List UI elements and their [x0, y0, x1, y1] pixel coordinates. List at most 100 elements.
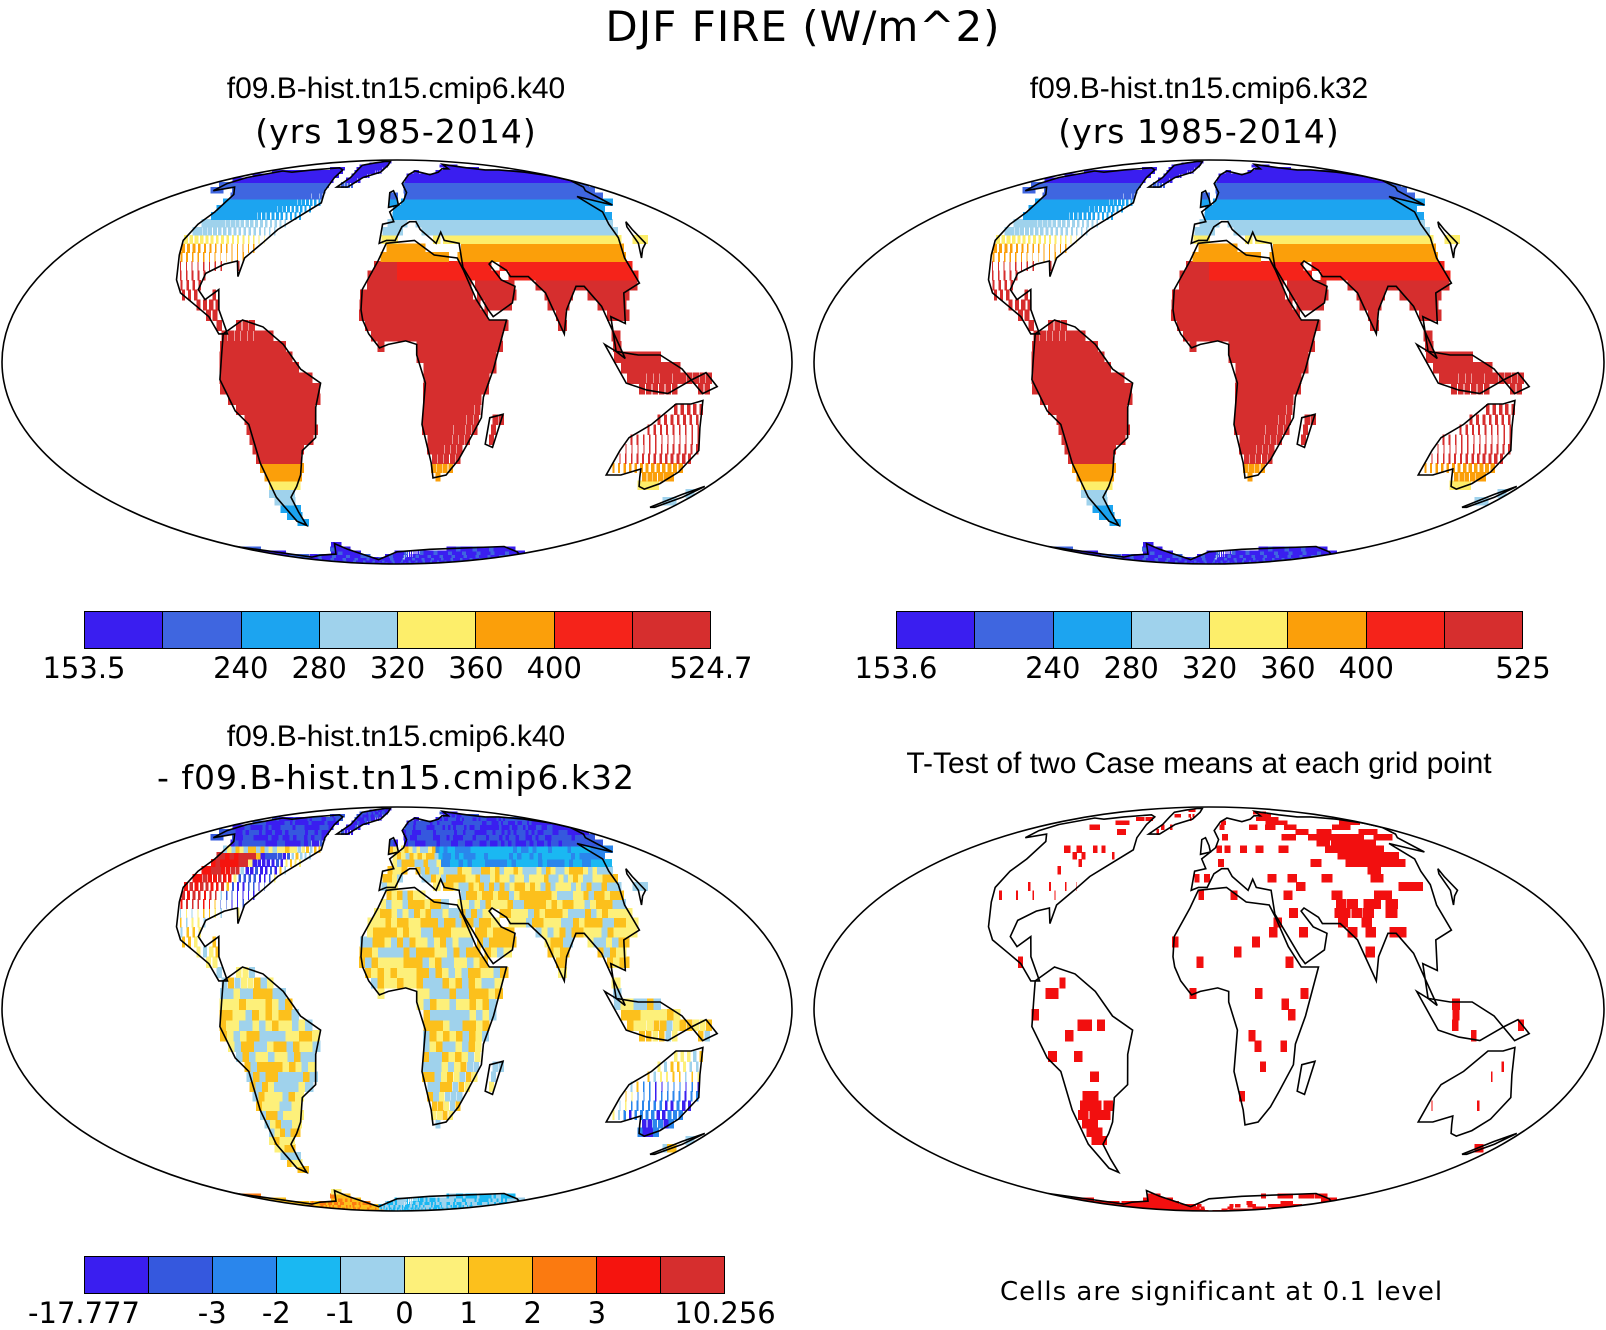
grid-cell: [1244, 211, 1252, 220]
grid-cell: [475, 226, 485, 236]
grid-cell: [633, 351, 642, 363]
grid-cell: [1240, 198, 1248, 206]
grid-cell: [1238, 226, 1246, 236]
grid-cell: [1233, 226, 1241, 236]
grid-cell: [1089, 463, 1100, 473]
grid-cell: [520, 270, 531, 281]
grid-cell: [462, 372, 470, 384]
grid-cell: [1093, 472, 1104, 482]
grid-cell: [1204, 554, 1209, 558]
grid-cell: [1054, 320, 1061, 332]
grid-cell: [1046, 205, 1053, 213]
grid-cell: [1235, 383, 1243, 395]
grid-cell: [405, 205, 411, 213]
grid-cell: [216, 219, 221, 228]
grid-cell: [257, 414, 267, 426]
grid-cell: [597, 299, 608, 311]
grid-cell: [264, 219, 268, 228]
grid-cell: [1490, 463, 1495, 473]
grid-cell: [397, 320, 405, 332]
grid-cell: [1248, 383, 1256, 395]
grid-cell: [455, 404, 462, 416]
grid-cell: [250, 414, 260, 426]
grid-cell: [271, 211, 275, 220]
grid-cell: [395, 559, 398, 563]
grid-cell: [1233, 289, 1242, 301]
grid-cell: [1097, 362, 1105, 374]
grid-cell: [1177, 309, 1184, 321]
grid-cell: [220, 205, 228, 213]
grid-cell: [1313, 289, 1323, 301]
grid-cell: [1295, 289, 1304, 301]
grid-cell: [1062, 219, 1066, 228]
grid-cell: [180, 252, 183, 262]
grid-cell: [1254, 404, 1261, 416]
grid-cell: [388, 554, 393, 558]
grid-cell: [1261, 211, 1271, 220]
grid-cell: [1101, 211, 1104, 220]
grid-cell: [1478, 424, 1481, 436]
grid-cell: [372, 289, 379, 301]
grid-cell: [463, 234, 473, 245]
grid-cell: [447, 299, 455, 311]
grid-cell: [1085, 205, 1090, 213]
grid-cell: [436, 261, 445, 272]
grid-cell: [371, 330, 379, 342]
grid-cell: [413, 187, 420, 194]
grid-cell: [1048, 252, 1051, 262]
grid-cell: [1065, 234, 1067, 245]
grid-cell: [673, 434, 675, 445]
grid-cell: [476, 289, 486, 301]
grid-cell: [1290, 234, 1301, 245]
grid-cell: [1015, 252, 1017, 262]
grid-cell: [1224, 554, 1226, 558]
grid-cell: [279, 480, 291, 490]
grid-cell: [397, 252, 404, 262]
grid-cell: [1445, 372, 1453, 384]
grid-cell: [678, 463, 683, 473]
grid-cell: [1323, 261, 1333, 272]
grid-cell: [225, 362, 234, 374]
grid-cell: [1014, 226, 1019, 236]
grid-cell: [278, 205, 282, 213]
grid-cell: [372, 299, 379, 311]
grid-cell: [428, 414, 436, 426]
grid-cell: [1190, 289, 1198, 301]
grid-cell: [278, 362, 286, 374]
grid-cell: [264, 472, 276, 482]
grid-cell: [1373, 270, 1385, 281]
grid-cell: [212, 309, 218, 321]
grid-cell: [1241, 219, 1249, 228]
grid-cell: [653, 351, 662, 363]
grid-cell: [1274, 219, 1284, 228]
grid-cell: [1452, 362, 1460, 374]
grid-cell: [390, 309, 398, 321]
grid-cell: [503, 243, 514, 253]
grid-cell: [256, 205, 261, 213]
grid-cell: [1060, 404, 1070, 416]
grid-cell: [236, 243, 238, 253]
grid-cell: [1210, 559, 1212, 563]
grid-cell: [276, 414, 286, 426]
grid-cell: [360, 289, 367, 301]
grid-cell: [237, 261, 240, 272]
grid-cell: [1176, 320, 1184, 332]
grid-cell: [377, 330, 385, 342]
grid-cell: [1104, 472, 1114, 482]
grid-cell: [1267, 393, 1275, 405]
grid-cell: [423, 362, 431, 374]
grid-cell: [1222, 557, 1226, 561]
grid-cell: [229, 211, 235, 220]
grid-cell: [1301, 362, 1309, 374]
grid-cell: [1014, 299, 1019, 311]
grid-cell: [1006, 234, 1011, 245]
grid-cell: [226, 383, 236, 395]
grid-cell: [1106, 404, 1115, 416]
grid-cell: [1202, 330, 1210, 342]
grid-cell: [294, 444, 304, 455]
grid-cell: [1264, 219, 1274, 228]
grid-cell: [285, 372, 293, 384]
grid-cell: [269, 192, 276, 200]
grid-cell: [1409, 219, 1426, 228]
grid-cell: [1268, 351, 1276, 363]
